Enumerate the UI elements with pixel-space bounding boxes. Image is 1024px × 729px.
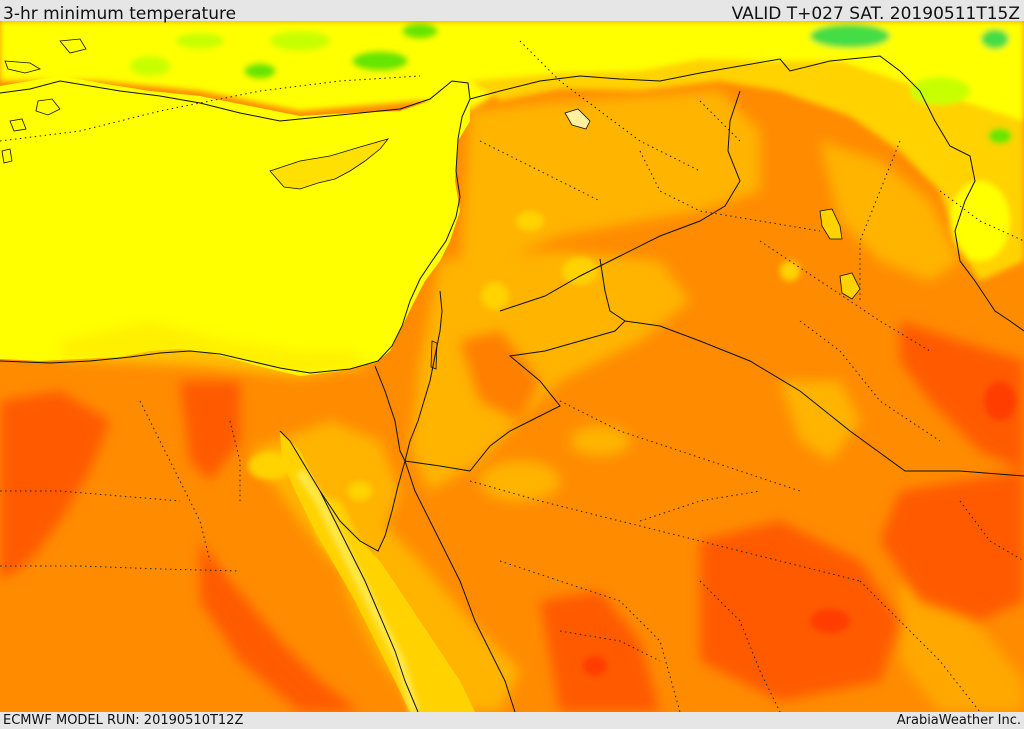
- hottest-spots: [583, 381, 1016, 676]
- tharthar-lake: [819, 208, 843, 240]
- valid-time-label: VALID T+027 SAT. 20190511T15Z: [731, 4, 1020, 24]
- red-sea-center-tint: [295, 468, 420, 712]
- red-sea: [280, 431, 475, 712]
- map-title: 3-hr minimum temperature: [3, 4, 237, 24]
- amber-zones: [250, 91, 1024, 712]
- assad-lake: [564, 108, 591, 130]
- map-footer: ECMWF MODEL RUN: 20190510T12Z ArabiaWeat…: [0, 712, 1024, 729]
- province-boundaries: [0, 40, 1024, 712]
- cyprus-island: [269, 138, 390, 190]
- sea-coastal-tint: [60, 321, 370, 377]
- dead-sea: [430, 340, 438, 370]
- credit-label: ArabiaWeather Inc.: [896, 713, 1021, 728]
- map-header: 3-hr minimum temperature VALID T+027 SAT…: [0, 0, 1024, 24]
- northern-cool-band: [0, 21, 1024, 281]
- model-run-label: ECMWF MODEL RUN: 20190510T12Z: [3, 713, 244, 728]
- habbaniyah-lake: [839, 272, 861, 300]
- map-canvas: [0, 21, 1024, 712]
- country-borders: [0, 55, 1024, 712]
- aegean-islands: [1, 38, 87, 164]
- hot-zones: [0, 321, 1024, 712]
- temperature-map[interactable]: [0, 21, 1024, 712]
